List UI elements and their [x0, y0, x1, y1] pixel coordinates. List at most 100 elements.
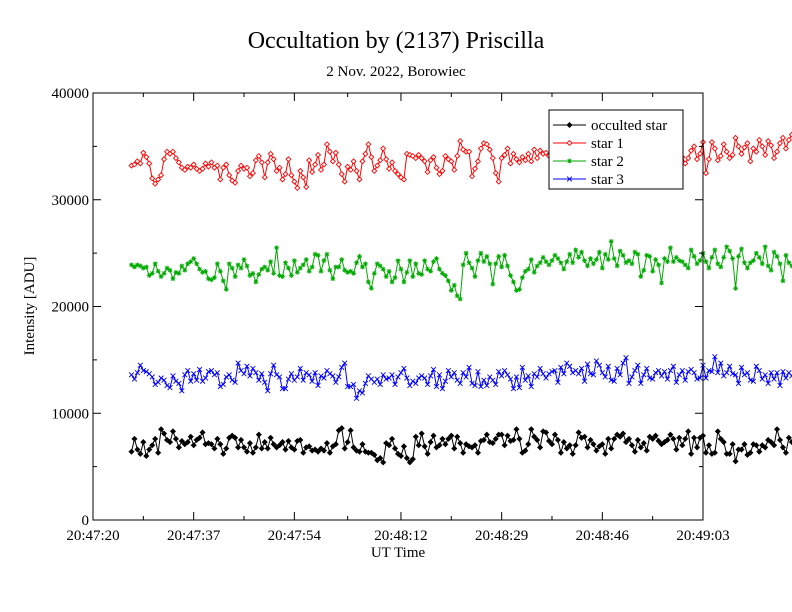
data-point [726, 363, 733, 369]
data-point [149, 374, 155, 380]
data-point [442, 273, 448, 278]
data-point [439, 385, 446, 392]
data-point [436, 442, 443, 449]
data-point [344, 439, 351, 446]
data-point [395, 374, 401, 380]
data-point [175, 159, 182, 166]
data-point [715, 369, 721, 376]
data-point [208, 159, 215, 166]
data-point [750, 378, 757, 384]
data-point [214, 435, 221, 442]
data-point [507, 376, 514, 382]
data-point [439, 167, 446, 174]
data-point [256, 377, 262, 383]
data-point [551, 431, 558, 438]
data-point [765, 138, 772, 145]
data-point [673, 446, 680, 453]
data-point [297, 436, 304, 443]
data-point [640, 440, 647, 447]
data-point [448, 432, 455, 439]
data-point [267, 434, 274, 441]
data-point [410, 378, 416, 384]
data-point [492, 170, 499, 177]
data-point [342, 267, 348, 273]
data-point [706, 265, 712, 271]
data-point [184, 439, 191, 446]
data-point [569, 450, 576, 457]
data-point [756, 367, 762, 374]
data-point [768, 439, 775, 446]
data-point [723, 369, 730, 376]
data-point [649, 376, 656, 382]
data-point [738, 150, 745, 157]
data-point [270, 441, 277, 448]
data-point [516, 159, 523, 166]
data-point [519, 275, 525, 281]
data-point [368, 449, 375, 456]
data-point [496, 253, 502, 259]
data-point [460, 262, 466, 268]
data-point [401, 365, 407, 372]
data-point [543, 375, 549, 381]
data-point [593, 358, 600, 364]
data-point [641, 372, 647, 378]
data-point [659, 280, 664, 286]
data-point [303, 257, 309, 262]
data-point [398, 266, 404, 272]
data-point [158, 274, 164, 280]
data-point [587, 436, 594, 443]
data-point [691, 369, 697, 376]
data-point [572, 442, 579, 449]
y-tick-label: 20000 [52, 300, 90, 316]
data-point [131, 161, 138, 168]
data-point [209, 277, 214, 283]
data-point [457, 380, 463, 387]
data-point [217, 383, 224, 390]
data-point [448, 374, 455, 380]
data-point [779, 134, 786, 141]
data-point [317, 166, 325, 173]
data-point [714, 157, 721, 164]
data-point [584, 361, 591, 367]
data-point [762, 372, 768, 378]
data-point [664, 436, 671, 443]
data-point [762, 151, 769, 158]
data-point [262, 379, 268, 386]
data-point [152, 435, 159, 442]
data-point [247, 373, 253, 379]
data-point [161, 271, 167, 276]
data-point [353, 447, 360, 454]
data-point [167, 267, 173, 273]
data-point [475, 258, 481, 263]
data-point [694, 444, 701, 451]
data-point [688, 147, 695, 154]
data-point [608, 238, 614, 244]
chart-subtitle: 2 Nov. 2022, Borowiec [326, 64, 466, 80]
legend-box [548, 109, 684, 190]
data-point [196, 366, 203, 373]
data-point [472, 274, 478, 280]
data-point [445, 278, 451, 284]
data-point [172, 155, 179, 162]
data-point [320, 161, 328, 168]
data-point [623, 260, 629, 266]
data-point [276, 374, 283, 380]
data-point [554, 436, 561, 443]
data-point [291, 178, 298, 185]
data-point [714, 428, 721, 435]
data-point [490, 281, 496, 287]
data-point [756, 254, 762, 260]
data-point [268, 259, 274, 265]
data-point [641, 267, 647, 273]
data-point [705, 156, 712, 163]
data-point [747, 449, 754, 456]
data-point [271, 271, 277, 276]
data-point [656, 262, 661, 268]
data-point [398, 369, 404, 376]
series-occulted-star [128, 425, 792, 466]
data-point [380, 145, 387, 152]
data-point [557, 449, 564, 456]
data-point [735, 380, 742, 387]
data-point [495, 368, 502, 375]
data-point [567, 363, 573, 369]
